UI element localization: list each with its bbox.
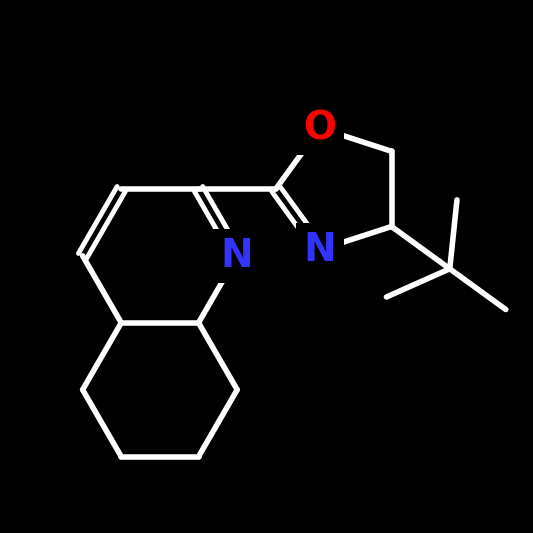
Text: N: N bbox=[221, 237, 254, 275]
Text: O: O bbox=[303, 109, 336, 147]
Text: N: N bbox=[304, 231, 336, 269]
